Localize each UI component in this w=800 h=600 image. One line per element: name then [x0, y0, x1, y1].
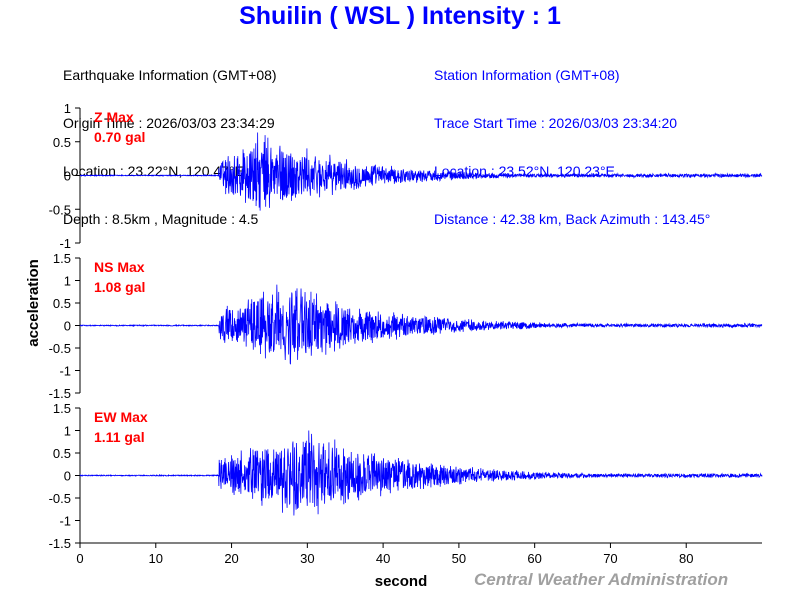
- trace-ns: [79, 284, 763, 365]
- trace-ew: [79, 430, 763, 516]
- earthquake-info-header: Earthquake Information (GMT+08): [63, 67, 277, 83]
- agency-footer: Central Weather Administration: [474, 570, 729, 589]
- y-tick-label: 0.5: [53, 135, 71, 150]
- max-value-ns: 1.08 gal: [94, 279, 145, 295]
- x-tick-label: 50: [452, 551, 466, 566]
- y-tick-label: -1: [59, 514, 71, 529]
- x-tick-label: 80: [679, 551, 693, 566]
- max-value-ew: 1.11 gal: [94, 429, 145, 445]
- max-label-ns: NS Max: [94, 259, 145, 275]
- y-tick-label: 0.5: [53, 446, 71, 461]
- max-label-z: Z Max: [94, 109, 134, 125]
- y-tick-label: -1.5: [49, 536, 71, 551]
- y-tick-label: 0.5: [53, 296, 71, 311]
- x-axis-title: second: [375, 573, 428, 590]
- y-tick-label: -0.5: [49, 341, 71, 356]
- trace-start-time: Trace Start Time : 2026/03/03 23:34:20: [434, 115, 678, 131]
- max-value-z: 0.70 gal: [94, 129, 145, 145]
- page-title: Shuilin ( WSL ) Intensity : 1: [239, 2, 561, 30]
- distance-azimuth: Distance : 42.38 km, Back Azimuth : 143.…: [434, 211, 711, 227]
- y-tick-label: -1.5: [49, 386, 71, 401]
- y-tick-label: -0.5: [49, 202, 71, 217]
- x-tick-label: 40: [376, 551, 390, 566]
- y-tick-label: 1.5: [53, 251, 71, 266]
- y-tick-label: -0.5: [49, 491, 71, 506]
- y-tick-label: 1: [64, 424, 71, 439]
- x-tick-label: 60: [527, 551, 541, 566]
- x-tick-label: 30: [300, 551, 314, 566]
- y-tick-label: 0: [64, 469, 71, 484]
- y-tick-label: -1: [59, 236, 71, 251]
- x-tick-label: 0: [76, 551, 83, 566]
- max-label-ew: EW Max: [94, 409, 148, 425]
- depth-magnitude: Depth : 8.5km , Magnitude : 4.5: [63, 211, 259, 227]
- x-tick-label: 10: [149, 551, 163, 566]
- y-tick-label: 1: [64, 274, 71, 289]
- y-tick-label: 0: [64, 319, 71, 334]
- y-tick-label: 0: [64, 169, 71, 184]
- trace-z: [79, 132, 763, 211]
- station-info: Station Information (GMT+08) Trace Start…: [434, 35, 710, 243]
- y-axis-title: acceleration: [25, 259, 42, 347]
- y-tick-label: 1: [64, 101, 71, 116]
- y-tick-label: 1.5: [53, 401, 71, 416]
- origin-time: Origin Time : 2026/03/03 23:34:29: [63, 115, 275, 131]
- station-info-header: Station Information (GMT+08): [434, 67, 620, 83]
- x-tick-label: 70: [603, 551, 617, 566]
- x-tick-label: 20: [224, 551, 238, 566]
- y-tick-label: -1: [59, 364, 71, 379]
